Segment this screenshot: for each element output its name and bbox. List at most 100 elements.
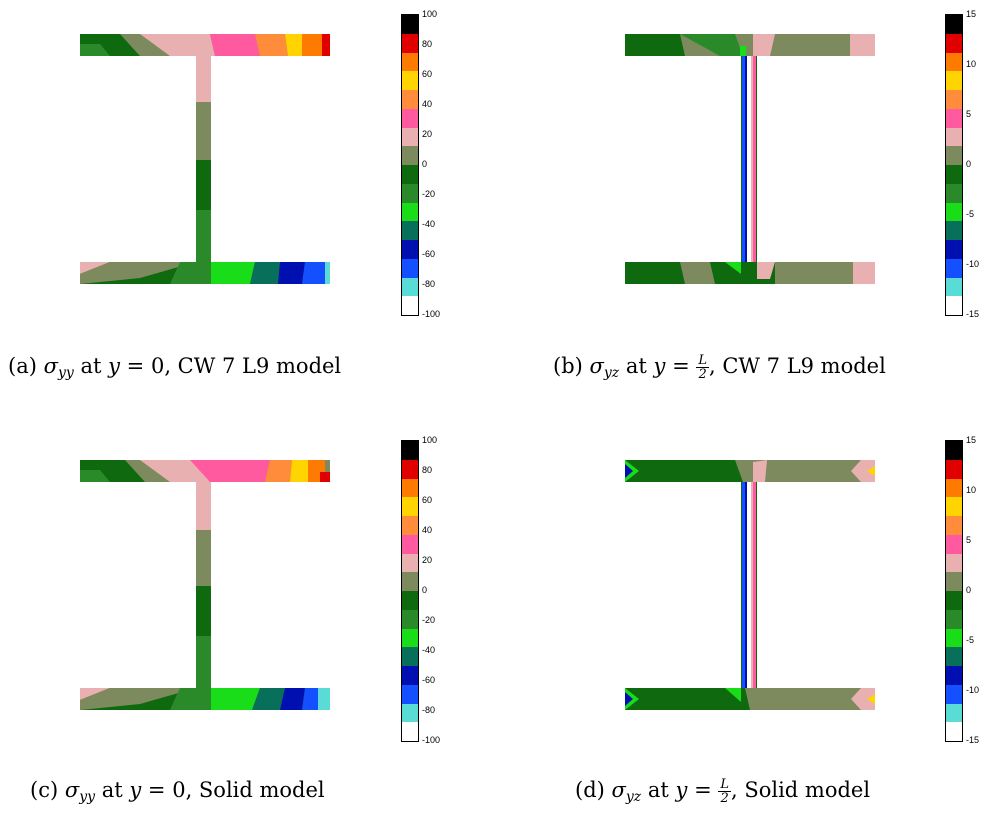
stress-contour-plot-a bbox=[80, 34, 330, 284]
colorbar-tick-label: 80 bbox=[422, 465, 433, 475]
colorbar-band-red bbox=[402, 459, 418, 479]
colorbar-band-green bbox=[402, 609, 418, 629]
colorbar-tick-label: 100 bbox=[422, 435, 438, 445]
colorbar-band-lightpink bbox=[946, 127, 962, 147]
colorbar-band-darkgreen bbox=[402, 591, 418, 610]
colorbar-band-pink bbox=[402, 108, 418, 128]
caption-model-a: , CW 7 L9 model bbox=[164, 354, 342, 378]
colorbar-band-teal bbox=[946, 647, 962, 667]
colorbar-tick-label: -15 bbox=[966, 735, 980, 745]
colorbar-tick-label: 20 bbox=[422, 129, 433, 139]
colorbar-band-lightpink bbox=[946, 553, 962, 573]
colorbar-band-cyan bbox=[402, 703, 418, 723]
colorbar-band-cyan bbox=[402, 277, 418, 297]
caption-label-d: (d) bbox=[575, 778, 605, 802]
colorbar-band-red bbox=[402, 33, 418, 53]
colorbar-band-lime bbox=[402, 628, 418, 648]
colorbar-tick-label: 5 bbox=[966, 109, 972, 119]
colorbar-band-blue bbox=[402, 258, 418, 278]
colorbar-band-teal bbox=[402, 647, 418, 667]
colorbar-band-navy bbox=[946, 240, 962, 259]
colorbar-band-salmon bbox=[402, 516, 418, 535]
caption-val-a: 0 bbox=[150, 354, 165, 378]
colorbar-band-pink bbox=[402, 534, 418, 554]
colorbar-band-lightpink bbox=[402, 127, 418, 147]
colorbar-tick-label: 0 bbox=[966, 585, 972, 595]
caption-label-a: (a) bbox=[8, 354, 37, 378]
colorbar-band-red bbox=[946, 459, 962, 479]
colorbar-tick-label: -60 bbox=[422, 675, 436, 685]
caption-var-b: y bbox=[653, 354, 666, 378]
colorbar-band-orange bbox=[946, 52, 962, 72]
colorbar-band-black bbox=[946, 15, 962, 34]
colorbar-band-white bbox=[946, 296, 962, 316]
colorbar-band-salmon bbox=[946, 516, 962, 535]
caption-label-c: (c) bbox=[30, 778, 59, 802]
stress-contour-plot-c bbox=[80, 460, 330, 710]
caption-subscript-b: yz bbox=[603, 365, 620, 381]
colorbar-band-pink bbox=[946, 534, 962, 554]
colorbar-tick-label: -5 bbox=[966, 209, 975, 219]
colorbar-band-white bbox=[402, 722, 418, 742]
colorbar-tick-label: 100 bbox=[422, 9, 438, 19]
colorbar-band-blue bbox=[946, 258, 962, 278]
colorbar-band-cyan bbox=[946, 277, 962, 297]
caption-subscript-a: yy bbox=[57, 365, 74, 381]
caption-at-a: at bbox=[80, 354, 102, 378]
colorbar-tick-label: 15 bbox=[966, 435, 977, 445]
colorbar-band-black bbox=[402, 15, 418, 34]
caption-frac-den-b: 2 bbox=[698, 367, 707, 382]
colorbar-b bbox=[945, 14, 963, 316]
colorbar-band-lime bbox=[946, 202, 962, 222]
colorbar-band-black bbox=[946, 441, 962, 460]
caption-var-a: y bbox=[108, 354, 120, 378]
colorbar-tick-label: -10 bbox=[966, 685, 980, 695]
colorbar-tick-label: -5 bbox=[966, 635, 975, 645]
colorbar-band-orange bbox=[402, 478, 418, 498]
colorbar-band-gold bbox=[946, 497, 962, 517]
caption-var-c: y bbox=[129, 778, 142, 802]
caption-at-d: at bbox=[647, 778, 669, 802]
caption-symbol-c: σ bbox=[64, 778, 80, 802]
caption-label-b: (b) bbox=[553, 354, 583, 378]
colorbar-tick-label: 0 bbox=[422, 159, 428, 169]
colorbar-tick-label: 80 bbox=[422, 39, 433, 49]
colorbar-band-gold bbox=[402, 497, 418, 517]
colorbar-band-green bbox=[946, 609, 962, 629]
caption-symbol-a: σ bbox=[43, 354, 58, 378]
caption-at-b: at bbox=[625, 354, 647, 378]
caption-symbol-d: σ bbox=[611, 778, 626, 802]
caption-model-d: , Solid model bbox=[730, 778, 871, 802]
colorbar-band-navy bbox=[946, 666, 962, 685]
colorbar-band-gold bbox=[946, 71, 962, 91]
stress-contour-plot-b bbox=[625, 34, 875, 284]
colorbar-band-salmon bbox=[402, 90, 418, 109]
colorbar-band-lightpink bbox=[402, 553, 418, 573]
colorbar-band-cyan bbox=[946, 703, 962, 723]
colorbar-band-navy bbox=[402, 240, 418, 259]
caption-c: (c) σyy at y = 0, Solid model bbox=[30, 778, 325, 805]
colorbar-tick-label: 60 bbox=[422, 69, 433, 79]
stress-contour-plot-d bbox=[625, 460, 875, 710]
colorbar-band-lime bbox=[402, 202, 418, 222]
caption-subscript-d: yz bbox=[625, 789, 642, 805]
colorbar-tick-label: -40 bbox=[422, 219, 436, 229]
caption-model-b: , CW 7 L9 model bbox=[708, 354, 886, 378]
colorbar-c bbox=[401, 440, 419, 742]
caption-frac-num-b: L bbox=[696, 353, 709, 368]
colorbar-band-salmon bbox=[946, 90, 962, 109]
colorbar-tick-label: -60 bbox=[422, 249, 436, 259]
caption-at-c: at bbox=[101, 778, 123, 802]
colorbar-band-blue bbox=[946, 684, 962, 704]
caption-frac-den-d: 2 bbox=[720, 791, 729, 806]
colorbar-tick-label: 15 bbox=[966, 9, 977, 19]
colorbar-band-white bbox=[402, 296, 418, 316]
colorbar-tick-label: 5 bbox=[966, 535, 972, 545]
colorbar-band-teal bbox=[946, 221, 962, 241]
colorbar-band-orange bbox=[946, 478, 962, 498]
colorbar-band-darkgreen bbox=[946, 165, 962, 184]
colorbar-band-white bbox=[946, 722, 962, 742]
caption-symbol-b: σ bbox=[589, 354, 604, 378]
caption-model-c: , Solid model bbox=[185, 778, 325, 802]
